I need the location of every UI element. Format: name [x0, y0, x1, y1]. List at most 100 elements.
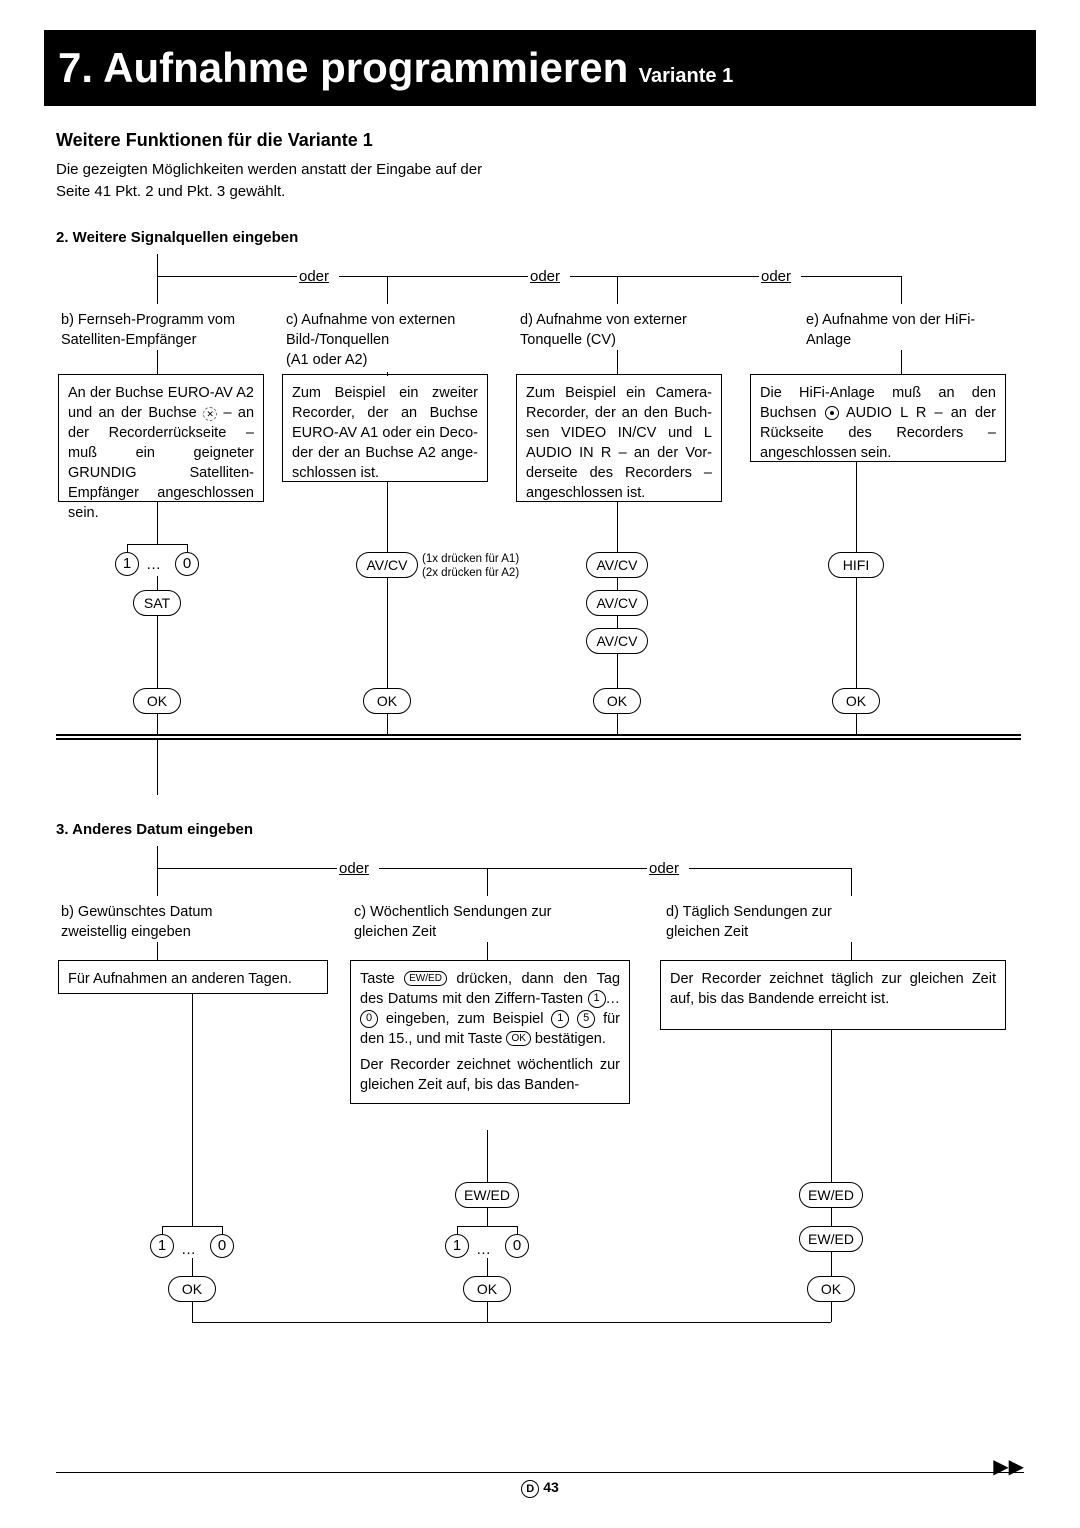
- line: [617, 276, 618, 304]
- ok-button[interactable]: OK: [593, 688, 641, 714]
- digit-0-button[interactable]: 0: [175, 552, 199, 576]
- ok-button[interactable]: OK: [463, 1276, 511, 1302]
- diagram-signalquellen: oder oder oder b) Fernseh-Programm vom S…: [56, 254, 1024, 799]
- section2-heading: 2. Weitere Signalquellen eingeben: [56, 229, 1024, 246]
- title-main: 7. Aufnahme programmieren: [58, 44, 628, 91]
- col-d-box: Der Recorder zeichnet täglich zur gleich…: [660, 960, 1006, 1030]
- sat-button[interactable]: SAT: [133, 590, 181, 616]
- line: [127, 544, 187, 545]
- oder-label: oder: [299, 268, 329, 285]
- digit-1-inline: 1: [588, 990, 606, 1008]
- ellipsis: …: [181, 1241, 196, 1258]
- line: [56, 734, 1021, 736]
- col-d-box: Zum Beispiel ein Camera-Recorder, der an…: [516, 374, 722, 502]
- line: [851, 868, 852, 896]
- col-c-box: Taste EW/ED drücken, dann den Tag des Da…: [350, 960, 630, 1104]
- avcv-button[interactable]: AV/CV: [586, 590, 648, 616]
- t: bestätigen.: [531, 1031, 606, 1047]
- sat-icon: ✕: [203, 407, 217, 421]
- dots: …: [606, 991, 621, 1007]
- t: Taste: [360, 971, 404, 987]
- subheading: Weitere Funktionen für die Variante 1: [56, 130, 1024, 151]
- line: [192, 1322, 831, 1323]
- line: [617, 616, 618, 628]
- avcv-button[interactable]: AV/CV: [586, 552, 648, 578]
- digit-1-inline: 1: [551, 1010, 569, 1028]
- line: [901, 350, 902, 374]
- line: [901, 276, 902, 304]
- page-number: 43: [543, 1479, 559, 1495]
- avcv-note1: (1x drücken für A1): [422, 552, 519, 566]
- digit-1-button[interactable]: 1: [445, 1234, 469, 1258]
- oder-label: oder: [761, 268, 791, 285]
- line: [157, 868, 158, 896]
- line: [387, 482, 388, 552]
- footer: ▶▶ D43: [56, 1472, 1024, 1498]
- line: [517, 1226, 518, 1234]
- title-variant: Variante 1: [639, 65, 734, 87]
- line: [387, 578, 388, 688]
- hifi-button[interactable]: HIFI: [828, 552, 884, 578]
- ok-button[interactable]: OK: [363, 688, 411, 714]
- line: [487, 1130, 488, 1182]
- avcv-button[interactable]: AV/CV: [356, 552, 418, 578]
- digit-5-inline: 5: [577, 1010, 595, 1028]
- digit-1-button[interactable]: 1: [115, 552, 139, 576]
- footer-rule: [56, 1472, 1024, 1473]
- line: [157, 616, 158, 688]
- line: [617, 578, 618, 590]
- page: 7. Aufnahme programmieren Variante 1 Wei…: [0, 0, 1080, 1528]
- col-c-head: c) Wöchentlich Sendungen zur gleichen Ze…: [354, 902, 634, 942]
- line: [387, 714, 388, 734]
- col-e-box: Die HiFi-Anlage muß an den Buchsen AUDIO…: [750, 374, 1006, 462]
- line: [187, 544, 188, 552]
- ok-button[interactable]: OK: [807, 1276, 855, 1302]
- line: [222, 1226, 223, 1234]
- line: [157, 868, 337, 869]
- ewed-button[interactable]: EW/ED: [799, 1226, 863, 1252]
- line: [487, 1302, 488, 1322]
- line: [157, 846, 158, 868]
- line: [801, 276, 901, 277]
- ok-button[interactable]: OK: [133, 688, 181, 714]
- title-bar: 7. Aufnahme programmieren Variante 1: [44, 30, 1036, 106]
- avcv-button[interactable]: AV/CV: [586, 628, 648, 654]
- ellipsis: …: [146, 556, 161, 573]
- col-b-box: An der Buchse EURO-AV A2 und an der Buch…: [58, 374, 264, 502]
- line: [56, 738, 1021, 740]
- intro-text: Die gezeigten Möglichkeiten werden ansta…: [56, 159, 496, 203]
- col-e-head: e) Aufnahme von der HiFi- Anlage: [806, 310, 1016, 350]
- line: [831, 1252, 832, 1276]
- line: [157, 276, 297, 277]
- digit-1-button[interactable]: 1: [150, 1234, 174, 1258]
- continue-icon: ▶▶: [993, 1454, 1024, 1479]
- col-c-box: Zum Beispiel ein zweiter Recorder, der a…: [282, 374, 488, 482]
- digit-0-button[interactable]: 0: [505, 1234, 529, 1258]
- ok-inline: OK: [506, 1031, 530, 1046]
- line: [487, 868, 488, 896]
- col-b-head: b) Fernseh-Programm vom Satelliten-Empfä…: [61, 310, 271, 350]
- line: [689, 868, 851, 869]
- ewed-button[interactable]: EW/ED: [455, 1182, 519, 1208]
- ok-button[interactable]: OK: [168, 1276, 216, 1302]
- t: eingeben, zum Beispiel: [378, 1011, 551, 1027]
- line: [457, 1226, 517, 1227]
- line: [157, 714, 158, 734]
- line: [157, 576, 158, 590]
- col-b-box: Für Aufnahmen an anderen Tagen.: [58, 960, 328, 994]
- line: [851, 942, 852, 960]
- digit-0-inline: 0: [360, 1010, 378, 1028]
- line: [856, 578, 857, 688]
- ewed-button[interactable]: EW/ED: [799, 1182, 863, 1208]
- ok-button[interactable]: OK: [832, 688, 880, 714]
- oder-label: oder: [339, 860, 369, 877]
- ewed-inline-button: EW/ED: [404, 971, 447, 986]
- line: [856, 714, 857, 734]
- line: [617, 350, 618, 374]
- line: [192, 1258, 193, 1276]
- line: [157, 740, 158, 795]
- line: [127, 544, 128, 552]
- digit-0-button[interactable]: 0: [210, 1234, 234, 1258]
- col-c-head: c) Aufnahme von externen Bild-/Tonquelle…: [286, 310, 496, 370]
- line: [379, 868, 647, 869]
